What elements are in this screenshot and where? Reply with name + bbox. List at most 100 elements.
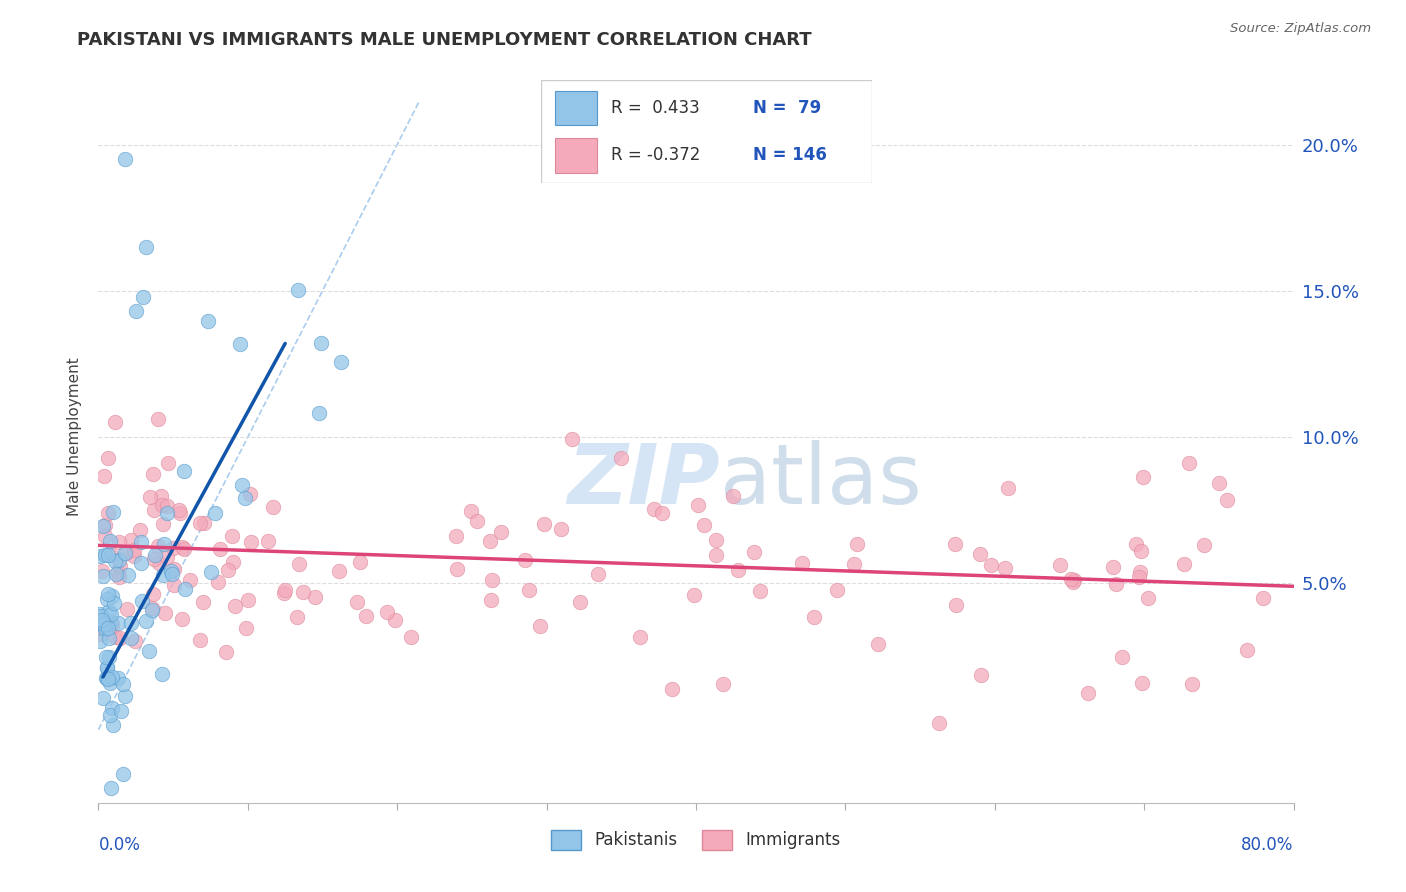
Text: R =  0.433: R = 0.433 [610, 99, 699, 117]
Text: ZIP: ZIP [567, 441, 720, 522]
Point [91, 613, 114, 627]
Point [153, 606, 176, 620]
Point [143, 548, 166, 562]
Point [89, 634, 111, 648]
Point [643, 502, 665, 516]
Point [125, 304, 148, 318]
Point [217, 563, 239, 577]
Point [845, 537, 868, 551]
Point [1060, 572, 1083, 586]
Point [104, 415, 127, 429]
Point [98, 676, 121, 690]
Point [156, 549, 179, 564]
Point [115, 546, 138, 560]
Point [628, 630, 651, 644]
Point [1105, 576, 1128, 591]
Point [197, 314, 219, 328]
Point [100, 615, 122, 629]
Point [129, 556, 152, 570]
Point [308, 406, 330, 420]
Point [825, 582, 848, 597]
Point [107, 566, 129, 580]
Point [120, 632, 142, 646]
Point [207, 575, 229, 590]
Point [748, 584, 770, 599]
Point [107, 672, 129, 686]
Point [94, 518, 117, 533]
Point [1130, 675, 1153, 690]
Point [1049, 558, 1071, 572]
Point [107, 570, 129, 584]
Point [122, 549, 145, 564]
Point [163, 562, 186, 576]
Text: N =  79: N = 79 [752, 99, 821, 117]
Point [188, 516, 211, 530]
Point [529, 619, 551, 633]
Point [1129, 565, 1152, 579]
Text: R = -0.372: R = -0.372 [610, 146, 700, 164]
Point [994, 561, 1017, 575]
Point [304, 590, 326, 604]
FancyBboxPatch shape [541, 80, 872, 183]
Point [152, 568, 174, 582]
Point [1129, 544, 1152, 558]
Point [97, 621, 120, 635]
Point [683, 588, 706, 602]
Point [661, 682, 683, 697]
Point [193, 595, 215, 609]
Point [533, 516, 555, 531]
Point [170, 612, 193, 626]
Point [550, 522, 572, 536]
Point [349, 555, 371, 569]
Point [120, 616, 142, 631]
Bar [554, 91, 598, 126]
Point [120, 533, 142, 547]
Point [150, 667, 173, 681]
Point [478, 533, 501, 548]
Point [97, 672, 120, 686]
Point [1132, 469, 1154, 483]
Text: atlas: atlas [720, 441, 921, 522]
Point [156, 506, 179, 520]
Point [384, 613, 406, 627]
Point [132, 290, 155, 304]
Point [723, 490, 745, 504]
Point [970, 668, 993, 682]
Point [115, 602, 138, 616]
Point [257, 534, 280, 549]
Point [173, 464, 195, 478]
Text: Source: ZipAtlas.com: Source: ZipAtlas.com [1230, 22, 1371, 36]
Point [517, 582, 540, 597]
Point [706, 548, 728, 562]
Point [1128, 569, 1150, 583]
Point [273, 585, 295, 599]
Point [193, 516, 215, 530]
Point [586, 567, 609, 582]
Point [568, 595, 591, 609]
Point [97, 548, 120, 562]
Point [803, 610, 825, 624]
Point [94, 622, 117, 636]
Point [980, 558, 1002, 572]
Point [1077, 686, 1099, 700]
Point [150, 489, 173, 503]
Point [1111, 649, 1133, 664]
Point [1125, 536, 1147, 550]
Point [98, 533, 121, 548]
Point [141, 603, 163, 617]
Point [97, 450, 120, 465]
Point [96, 672, 118, 686]
Point [96, 660, 118, 674]
Point [1251, 591, 1274, 605]
Point [110, 704, 132, 718]
Point [174, 582, 197, 597]
Point [94, 529, 117, 543]
Point [94, 649, 117, 664]
Point [943, 537, 966, 551]
Point [233, 491, 256, 505]
Point [969, 547, 991, 561]
Point [292, 584, 315, 599]
Point [97, 587, 120, 601]
Point [135, 615, 157, 629]
Point [651, 506, 673, 520]
